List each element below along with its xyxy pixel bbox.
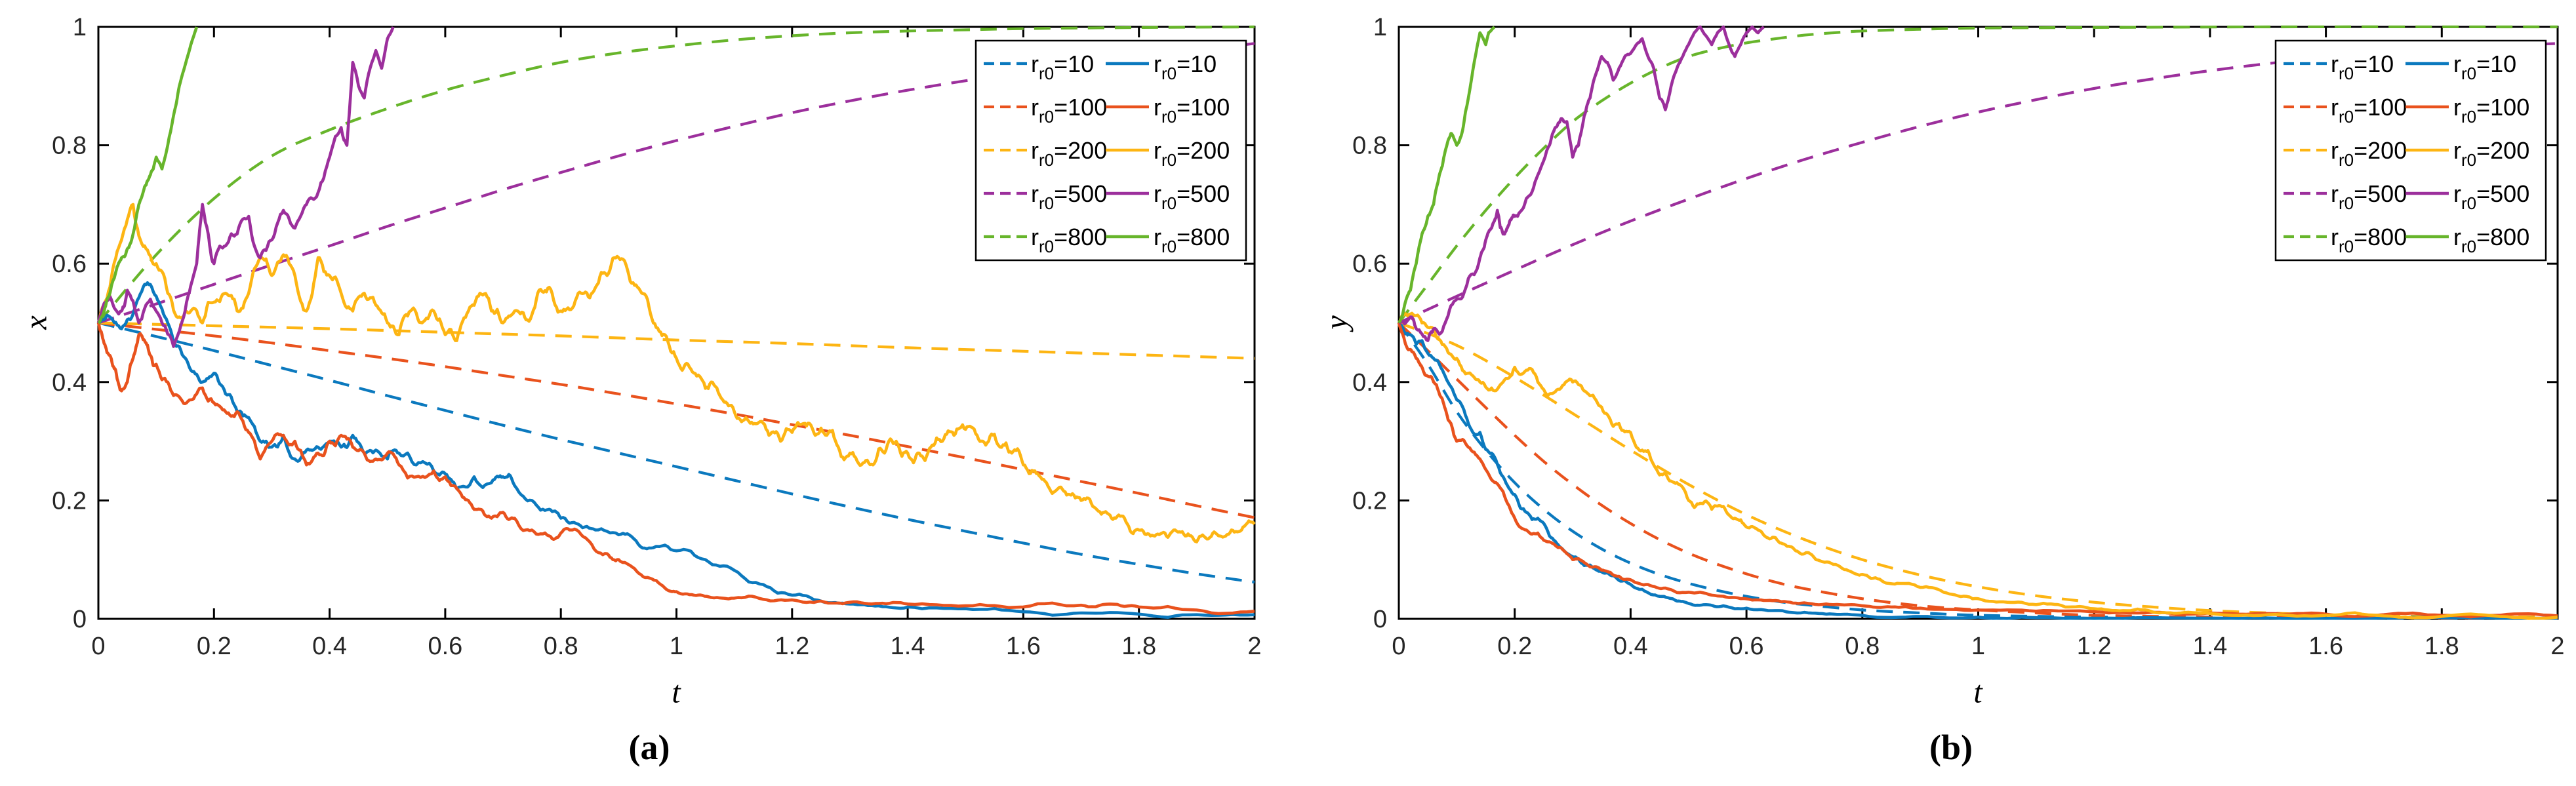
x-tick-label: 0 (1392, 633, 1405, 660)
x-tick-label: 0.8 (1845, 633, 1880, 660)
series-deterministic-r200-b (1398, 321, 2558, 619)
x-tick-label: 0.4 (1613, 633, 1648, 660)
series-trajectory-r100-a (96, 322, 1255, 616)
legend-b: rr0=10 rr0=10 rr0=100 rr0=100 rr0=200 rr0=200… (2274, 39, 2547, 262)
series-deterministic-r100-b (1398, 321, 2558, 620)
series-trajectory-r10-b (1398, 322, 2558, 620)
x-tick-label: 0.2 (1497, 633, 1532, 660)
y-tick-label: 0 (73, 606, 87, 633)
x-tick-label: 1.2 (2077, 633, 2112, 660)
plot-b: 0 0.2 0.4 0.6 0.8 1 1.2 1.4 1.6 1.8 2 0 0.2 0.4 0.6 0.8… (1352, 14, 2564, 660)
legend-label-solid-100: rr0=100 (1154, 94, 1230, 127)
legend-a: rr0=10 rr0=10 rr0=100 rr0=100 rr0=200 rr0=200… (975, 39, 1247, 262)
y-tick-label: 0.6 (52, 250, 87, 278)
y-tick-label: 0.8 (1352, 132, 1387, 160)
y-tick-label: 1 (1373, 14, 1387, 41)
series-deterministic-r800-b (1398, 25, 2558, 324)
series-trajectory-r10-a (98, 281, 1255, 619)
legend-label-solid-800: rr0=800 (1154, 224, 1230, 256)
legend-label-dashed-800: rr0=800 (1031, 224, 1107, 256)
series-trajectory-r200-b (1397, 311, 2558, 620)
ticks-a: 0 0.2 0.4 0.6 0.8 1 1.2 1.4 1.6 1.8 2 0 0.2 0.4 0.6 0.8… (52, 14, 1261, 660)
x-tick-label: 0.8 (544, 633, 578, 660)
caption-b: (b) (1929, 728, 1973, 767)
series-trajectory-r200-a (96, 203, 1256, 543)
x-tick-label: 1.8 (1121, 633, 1156, 660)
x-tick-label: 1.6 (1006, 633, 1041, 660)
legend-label-dashed-500: rr0=500 (2331, 180, 2407, 213)
legend-label-solid-100: rr0=100 (2453, 94, 2529, 127)
series-trajectory-r500-b (1398, 25, 1765, 342)
y-axis-label-b: y (1319, 315, 1354, 330)
legend-label-solid-500: rr0=500 (2453, 180, 2529, 213)
series-group-b (1397, 25, 2558, 620)
y-axis-label-a: x (18, 315, 54, 330)
legend-label-solid-500: rr0=500 (1154, 180, 1230, 213)
series-deterministic-r10-b (1398, 322, 2558, 620)
legend-label-solid-10: rr0=10 (2453, 50, 2516, 83)
x-tick-label: 0.6 (428, 633, 462, 660)
y-tick-label: 0.2 (52, 487, 87, 515)
legend-label-solid-200: rr0=200 (1154, 137, 1230, 170)
legend-label-dashed-100: rr0=100 (2331, 94, 2407, 127)
x-tick-label: 0.4 (312, 633, 347, 660)
x-tick-label: 0.6 (1729, 633, 1764, 660)
x-tick-label: 2 (2550, 633, 2564, 660)
series-deterministic-r100-a (98, 321, 1255, 519)
x-tick-label: 1.6 (2308, 633, 2343, 660)
y-tick-label: 0.8 (52, 132, 87, 160)
legend-label-dashed-800: rr0=800 (2331, 224, 2407, 256)
x-tick-label: 2 (1247, 633, 1261, 660)
legend-label-solid-800: rr0=800 (2453, 224, 2529, 256)
y-tick-label: 1 (73, 14, 87, 41)
legend-label-dashed-200: rr0=200 (2331, 137, 2407, 170)
x-tick-label: 1.4 (891, 633, 925, 660)
legend-label-solid-200: rr0=200 (2453, 137, 2529, 170)
legend-label-dashed-200: rr0=200 (1031, 137, 1107, 170)
legend-label-dashed-10: rr0=10 (2331, 50, 2394, 83)
series-trajectory-r500-a (96, 26, 395, 348)
x-tick-label: 1 (1971, 633, 1985, 660)
legend-label-dashed-10: rr0=10 (1031, 50, 1094, 83)
series-trajectory-r800-a (97, 26, 199, 324)
y-tick-label: 0.6 (1352, 250, 1387, 278)
plot-a: 0 0.2 0.4 0.6 0.8 1 1.2 1.4 1.6 1.8 2 0 0.2 0.4 0.6 0.8… (52, 14, 1261, 660)
legend-label-dashed-100: rr0=100 (1031, 94, 1107, 127)
series-trajectory-r100-b (1397, 322, 2558, 619)
series-group-a (96, 25, 1256, 619)
x-tick-label: 1.8 (2425, 633, 2459, 660)
y-tick-label: 0.2 (1352, 487, 1387, 515)
x-axis-label-a: t (672, 675, 681, 710)
series-deterministic-r200-a (98, 321, 1255, 360)
x-tick-label: 1.4 (2192, 633, 2227, 660)
x-tick-label: 1.2 (775, 633, 809, 660)
ticks-b: 0 0.2 0.4 0.6 0.8 1 1.2 1.4 1.6 1.8 2 0 0.2 0.4 0.6 0.8… (1352, 14, 2564, 660)
y-tick-label: 0.4 (1352, 369, 1387, 397)
x-tick-label: 0.2 (197, 633, 231, 660)
caption-a: (a) (628, 728, 670, 767)
series-deterministic-r800-a (97, 25, 1255, 324)
x-axis-label-b: t (1973, 675, 1982, 710)
legend-label-solid-10: rr0=10 (1154, 50, 1217, 83)
y-tick-label: 0 (1373, 606, 1387, 633)
y-tick-label: 0.4 (52, 369, 87, 397)
series-deterministic-r10-a (98, 321, 1255, 584)
legend-label-dashed-500: rr0=500 (1031, 180, 1107, 213)
x-tick-label: 1 (670, 633, 683, 660)
series-trajectory-r800-b (1398, 26, 1496, 324)
x-tick-label: 0 (91, 633, 105, 660)
